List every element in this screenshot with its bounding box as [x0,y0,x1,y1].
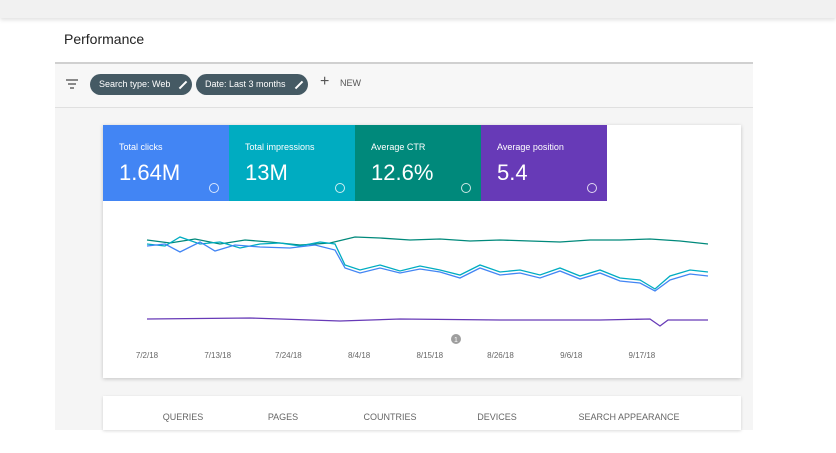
help-icon[interactable] [461,183,471,193]
filter-icon[interactable] [66,79,78,89]
metric-tile[interactable]: Average CTR 12.6% [355,125,481,201]
x-tick-label: 8/26/18 [487,351,514,360]
metric-label: Average CTR [371,142,426,152]
filter-chip[interactable]: Date: Last 3 months [196,74,308,95]
x-tick-label: 7/24/18 [275,351,302,360]
x-tick-label: 7/2/18 [136,351,159,360]
x-tick-label: 7/13/18 [204,351,231,360]
help-icon[interactable] [335,183,345,193]
filter-chip[interactable]: Search type: Web [90,74,193,95]
plus-icon[interactable]: + [320,73,330,90]
annotation-marker[interactable] [451,334,461,344]
metric-label: Average position [497,142,564,152]
metric-tile[interactable]: Average position 5.4 [481,125,607,201]
tab[interactable]: PAGES [267,412,299,422]
help-icon[interactable] [209,183,219,193]
tab[interactable]: DEVICES [477,412,517,422]
annotation-label: 1 [454,337,458,344]
metric-value: 12.6% [371,160,434,185]
line-position [146,317,708,327]
new-button[interactable]: NEW [340,78,361,88]
metric-label: Total impressions [245,142,315,152]
metric-value: 1.64M [119,160,181,185]
help-icon[interactable] [587,183,597,193]
x-tick-label: 9/17/18 [629,351,656,360]
x-tick-label: 8/4/18 [348,351,371,360]
line-impressions [146,236,709,290]
line-clicks [146,241,709,292]
page-title: Performance [64,31,145,47]
line-ctr [146,236,709,246]
x-tick-label: 8/15/18 [416,351,443,360]
metric-tile[interactable]: Total clicks 1.64M [103,125,229,201]
metric-value: 13M [245,160,288,185]
top-bar [0,0,836,18]
tab[interactable]: SEARCH APPEARANCE [578,412,680,422]
x-tick-label: 9/6/18 [560,351,583,360]
tab[interactable]: QUERIES [162,412,204,422]
tab[interactable]: COUNTRIES [363,412,417,422]
metric-value: 5.4 [497,160,528,185]
tab-bar [103,396,741,430]
metric-label: Total clicks [119,142,163,152]
metric-tile[interactable]: Total impressions 13M [229,125,355,201]
